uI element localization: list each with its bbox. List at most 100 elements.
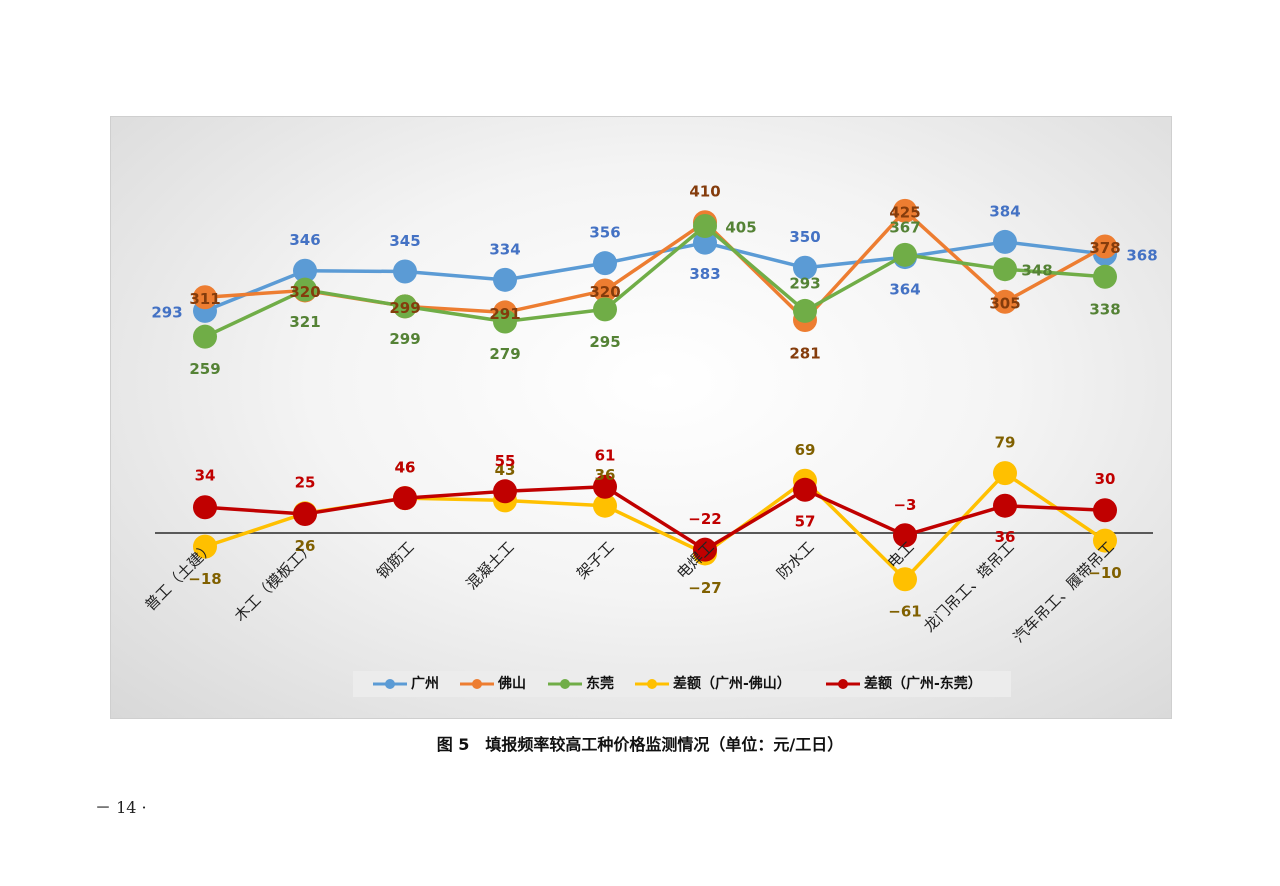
- data-label-diff-gz-dg: 25: [295, 474, 316, 492]
- data-point-dongguan: [293, 277, 317, 302]
- data-point-diff-gz-dg: [793, 477, 817, 502]
- series-line-diff-gz-dg: [204, 485, 1106, 552]
- data-label-diff-gz-dg: 30: [1095, 470, 1116, 488]
- data-label-diff-gz-dg: 46: [395, 459, 416, 477]
- legend-item-diff-gz-fs: 差额（广州-佛山）: [635, 675, 791, 692]
- data-label-dongguan: 348: [1021, 262, 1052, 280]
- data-label-dongguan: 279: [489, 345, 520, 363]
- data-point-dongguan: [193, 324, 217, 349]
- legend-label: 佛山: [497, 675, 526, 692]
- data-point-guangzhou: [793, 255, 817, 280]
- legend-label: 广州: [411, 675, 439, 692]
- data-label-foshan: 299: [389, 299, 420, 317]
- data-label-foshan: 320: [289, 283, 320, 301]
- legend-swatch-marker: [560, 679, 570, 689]
- data-point-dongguan: [593, 297, 617, 322]
- data-point-diff-gz-fs: [1093, 528, 1117, 553]
- x-tick-label: 钢筋工: [373, 538, 418, 583]
- data-point-diff-gz-fs: [193, 534, 217, 559]
- data-label-diff-gz-fs: 26: [295, 537, 316, 555]
- data-point-foshan: [993, 289, 1017, 314]
- data-point-diff-gz-fs: [593, 493, 617, 518]
- data-label-guangzhou: 334: [489, 240, 520, 258]
- series-line-guangzhou: [204, 240, 1106, 313]
- data-point-dongguan: [693, 214, 717, 239]
- data-label-foshan: 425: [889, 203, 920, 221]
- data-label-diff-gz-dg: 55: [495, 452, 516, 470]
- data-point-diff-gz-dg: [393, 486, 417, 511]
- x-tick-label: 混凝土工: [463, 538, 518, 593]
- data-label-foshan: 378: [1089, 239, 1120, 257]
- data-label-guangzhou: 356: [589, 224, 620, 242]
- legend-swatch-marker: [838, 679, 848, 689]
- data-label-diff-gz-dg: 34: [195, 467, 216, 485]
- chart-panel: 293 346 345 334 356 383 350 364 384 368 311 320 299 2…: [110, 116, 1172, 719]
- data-point-foshan: [893, 198, 917, 223]
- data-label-diff-gz-fs: 79: [995, 434, 1016, 452]
- data-label-guangzhou: 293: [151, 303, 182, 321]
- legend-item-dongguan: 东莞: [548, 675, 614, 692]
- x-tick-label: 汽车吊工、履带吊工: [1010, 538, 1118, 646]
- legend-item-guangzhou: 广州: [373, 675, 439, 692]
- data-point-dongguan: [1093, 264, 1117, 289]
- data-label-guangzhou: 368: [1126, 247, 1157, 265]
- data-point-diff-gz-dg: [493, 479, 517, 504]
- data-label-foshan: 311: [189, 290, 220, 308]
- legend-swatch-marker: [647, 679, 657, 689]
- data-label-diff-gz-dg: 57: [795, 512, 816, 530]
- data-label-diff-gz-dg: −3: [893, 496, 916, 514]
- data-label-guangzhou: 383: [689, 265, 720, 283]
- data-point-diff-gz-fs: [993, 461, 1017, 486]
- data-label-diff-gz-fs: 36: [595, 466, 616, 484]
- data-point-dongguan: [393, 294, 417, 319]
- page-number: － 14 ·: [95, 798, 147, 817]
- data-label-diff-gz-dg: 36: [995, 528, 1016, 546]
- data-label-diff-gz-fs: −27: [688, 579, 721, 597]
- data-label-dongguan: 295: [589, 333, 620, 351]
- data-point-dongguan: [493, 309, 517, 334]
- data-point-diff-gz-dg: [1093, 498, 1117, 523]
- data-label-dongguan: 293: [789, 274, 820, 292]
- data-label-guangzhou: 384: [989, 202, 1020, 220]
- data-label-dongguan: 321: [289, 313, 320, 331]
- data-label-diff-gz-fs: −10: [1088, 564, 1121, 582]
- data-label-dongguan: 299: [389, 330, 420, 348]
- data-label-diff-gz-dg: −22: [688, 510, 721, 528]
- data-point-foshan: [193, 285, 217, 310]
- data-point-guangzhou: [693, 230, 717, 255]
- data-label-foshan: 305: [989, 294, 1020, 312]
- legend: 广州 佛山 东莞 差额（广州-佛山） 差额（广州-东莞）: [353, 671, 1011, 697]
- data-point-diff-gz-fs: [893, 567, 917, 592]
- data-label-foshan: 291: [489, 305, 520, 323]
- data-label-diff-gz-fs: −61: [888, 603, 921, 621]
- legend-item-diff-gz-dg: 差额（广州-东莞）: [826, 675, 982, 692]
- data-label-guangzhou: 350: [789, 228, 820, 246]
- data-label-guangzhou: 364: [889, 281, 920, 299]
- x-tick-label: 龙门吊工、塔吊工: [920, 538, 1018, 636]
- data-point-diff-gz-dg: [193, 495, 217, 520]
- legend-item-foshan: 佛山: [460, 675, 526, 692]
- data-point-diff-gz-dg: [893, 523, 917, 548]
- data-point-guangzhou: [593, 251, 617, 276]
- data-label-dongguan: 338: [1089, 300, 1120, 318]
- data-label-diff-gz-fs: −18: [188, 570, 221, 588]
- legend-label: 东莞: [586, 675, 614, 692]
- data-label-diff-gz-fs: 43: [495, 461, 516, 479]
- legend-swatch-marker: [385, 679, 395, 689]
- data-label-dongguan: 367: [889, 218, 920, 236]
- data-label-dongguan: 259: [189, 360, 220, 378]
- legend-label: 差额（广州-佛山）: [673, 675, 791, 692]
- data-point-dongguan: [893, 242, 917, 267]
- series-line-diff-gz-fs: [204, 471, 1106, 581]
- data-label-foshan: 281: [789, 345, 820, 363]
- data-label-diff-gz-fs: 69: [795, 441, 816, 459]
- legend-swatch-marker: [472, 679, 482, 689]
- x-tick-label: 架子工: [573, 538, 618, 583]
- series-dongguan: [193, 214, 1117, 349]
- data-point-guangzhou: [293, 258, 317, 283]
- series-diff-gz-dg: [193, 474, 1117, 562]
- data-point-foshan: [593, 278, 617, 303]
- data-point-diff-gz-dg: [993, 493, 1017, 518]
- x-tick-label: 木工（模板工）: [231, 538, 318, 625]
- data-label-guangzhou: 345: [389, 232, 420, 250]
